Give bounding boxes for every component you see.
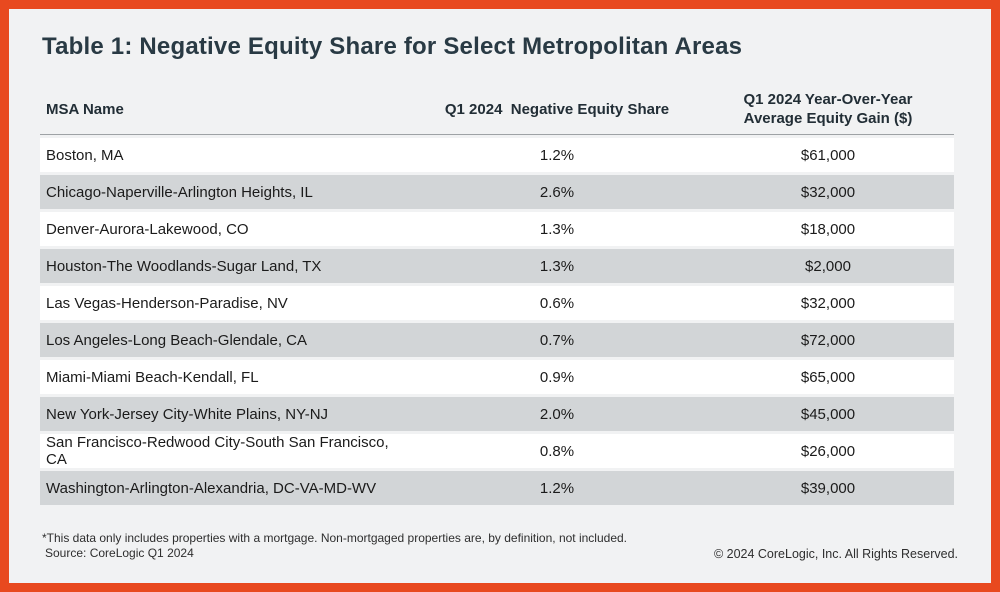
negative-equity-share-cell: 1.2% — [412, 138, 702, 172]
msa-name-cell: Los Angeles-Long Beach-Glendale, CA — [40, 323, 412, 357]
negative-equity-share-cell: 2.0% — [412, 397, 702, 431]
equity-gain-cell: $61,000 — [702, 138, 954, 172]
negative-equity-share-cell: 1.2% — [412, 471, 702, 505]
column-header-negative-equity-share: Q1 2024 Negative Equity Share — [412, 84, 702, 135]
equity-gain-cell: $45,000 — [702, 397, 954, 431]
footer-notes: *This data only includes properties with… — [42, 531, 627, 561]
negative-equity-share-cell: 0.9% — [412, 360, 702, 394]
equity-gain-cell: $39,000 — [702, 471, 954, 505]
table-row: Houston-The Woodlands-Sugar Land, TX 1.3… — [40, 249, 954, 283]
copyright: © 2024 CoreLogic, Inc. All Rights Reserv… — [713, 547, 958, 561]
table-row: New York-Jersey City-White Plains, NY-NJ… — [40, 397, 954, 431]
table-row: Chicago-Naperville-Arlington Heights, IL… — [40, 175, 954, 209]
msa-name-cell: Denver-Aurora-Lakewood, CO — [40, 212, 412, 246]
msa-name-cell: Washington-Arlington-Alexandria, DC-VA-M… — [40, 471, 412, 505]
negative-equity-share-cell: 0.7% — [412, 323, 702, 357]
equity-gain-cell: $18,000 — [702, 212, 954, 246]
negative-equity-share-cell: 0.6% — [412, 286, 702, 320]
table-row: Washington-Arlington-Alexandria, DC-VA-M… — [40, 471, 954, 505]
msa-name-cell: Las Vegas-Henderson-Paradise, NV — [40, 286, 412, 320]
table-row: Los Angeles-Long Beach-Glendale, CA 0.7%… — [40, 323, 954, 357]
table-row: Las Vegas-Henderson-Paradise, NV 0.6% $3… — [40, 286, 954, 320]
negative-equity-share-cell: 0.8% — [412, 434, 702, 468]
equity-gain-cell: $72,000 — [702, 323, 954, 357]
column-header-equity-gain-line1: Q1 2024 Year-Over-Year — [743, 91, 913, 108]
msa-name-cell: San Francisco-Redwood City-South San Fra… — [40, 434, 412, 468]
negative-equity-share-cell: 1.3% — [412, 212, 702, 246]
msa-name-cell: Miami-Miami Beach-Kendall, FL — [40, 360, 412, 394]
page-title: Table 1: Negative Equity Share for Selec… — [42, 33, 743, 60]
table-row: Denver-Aurora-Lakewood, CO 1.3% $18,000 — [40, 212, 954, 246]
table-header-row: MSA Name Q1 2024 Negative Equity Share Q… — [40, 84, 954, 135]
negative-equity-table: MSA Name Q1 2024 Negative Equity Share Q… — [40, 81, 954, 508]
msa-name-cell: New York-Jersey City-White Plains, NY-NJ — [40, 397, 412, 431]
column-header-equity-gain-line2: Average Equity Gain ($) — [743, 110, 913, 127]
msa-name-cell: Houston-The Woodlands-Sugar Land, TX — [40, 249, 412, 283]
negative-equity-share-cell: 2.6% — [412, 175, 702, 209]
source-note: Source: CoreLogic Q1 2024 — [45, 546, 194, 560]
negative-equity-share-cell: 1.3% — [412, 249, 702, 283]
table-row: Boston, MA 1.2% $61,000 — [40, 138, 954, 172]
msa-name-cell: Chicago-Naperville-Arlington Heights, IL — [40, 175, 412, 209]
equity-gain-cell: $2,000 — [702, 249, 954, 283]
table-row: Miami-Miami Beach-Kendall, FL 0.9% $65,0… — [40, 360, 954, 394]
column-header-msa-name: MSA Name — [40, 84, 412, 135]
column-header-equity-gain: Q1 2024 Year-Over-Year Average Equity Gai… — [702, 84, 954, 135]
msa-name-cell: Boston, MA — [40, 138, 412, 172]
equity-gain-cell: $65,000 — [702, 360, 954, 394]
equity-gain-cell: $26,000 — [702, 434, 954, 468]
equity-gain-cell: $32,000 — [702, 175, 954, 209]
equity-gain-cell: $32,000 — [702, 286, 954, 320]
footnote: *This data only includes properties with… — [42, 531, 627, 545]
table-row: San Francisco-Redwood City-South San Fra… — [40, 434, 954, 468]
footer: *This data only includes properties with… — [42, 531, 958, 561]
